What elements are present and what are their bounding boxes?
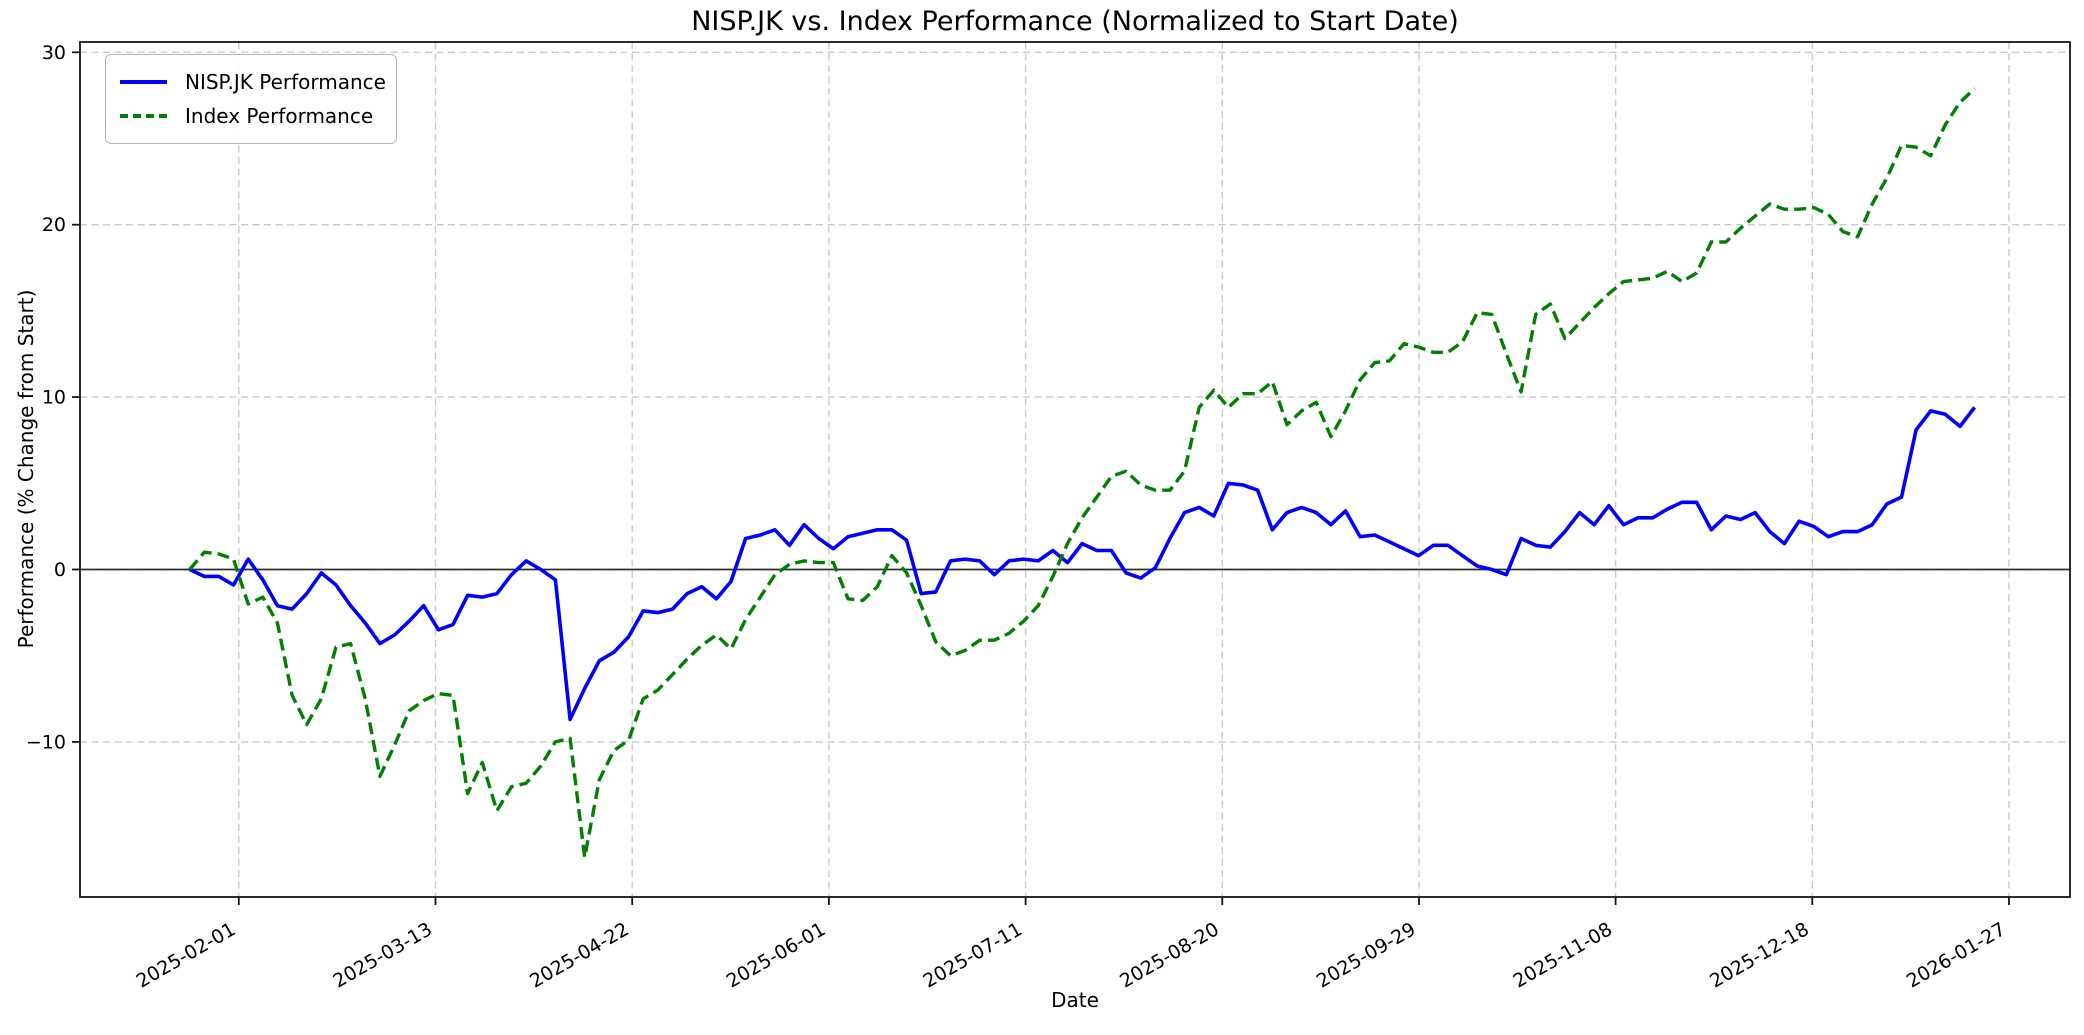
legend-label: NISP.JK Performance xyxy=(185,70,386,94)
chart-title: NISP.JK vs. Index Performance (Normalize… xyxy=(691,6,1459,37)
x-tick-label: 2025-03-13 xyxy=(329,918,436,992)
x-tick-label: 2025-12-18 xyxy=(1706,918,1813,992)
y-tick-label: 20 xyxy=(42,214,66,236)
x-tick-label: 2025-02-01 xyxy=(133,918,240,992)
y-tick-label: 10 xyxy=(42,387,66,409)
x-tick-label: 2025-09-29 xyxy=(1313,918,1420,992)
x-tick-label: 2025-06-01 xyxy=(723,918,830,992)
legend-line-sample-dashed xyxy=(120,114,167,118)
x-tick-label: 2025-04-22 xyxy=(526,918,633,992)
x-axis-label: Date xyxy=(1051,988,1099,1012)
y-axis-label: Performance (% Change from Start) xyxy=(14,289,38,649)
plot-area-border xyxy=(79,41,2071,898)
y-tick-label: 0 xyxy=(54,559,66,581)
legend-item-nisp: NISP.JK Performance xyxy=(120,65,386,99)
x-tick-label: 2025-08-20 xyxy=(1116,918,1223,992)
series-line-index xyxy=(188,87,1976,860)
x-tick-label: 2025-07-11 xyxy=(919,918,1026,992)
legend-item-index: Index Performance xyxy=(120,99,382,133)
x-tick-label: 2026-01-27 xyxy=(1903,918,2010,992)
x-tick-label: 2025-11-08 xyxy=(1509,918,1616,992)
legend-line-sample-solid xyxy=(120,80,167,84)
legend-label: Index Performance xyxy=(185,104,374,128)
y-tick-label: 30 xyxy=(42,42,66,64)
series-line-nisp-jk xyxy=(188,406,1977,722)
legend: NISP.JK Performance Index Performance xyxy=(105,54,397,144)
y-tick-label: −10 xyxy=(26,731,66,753)
